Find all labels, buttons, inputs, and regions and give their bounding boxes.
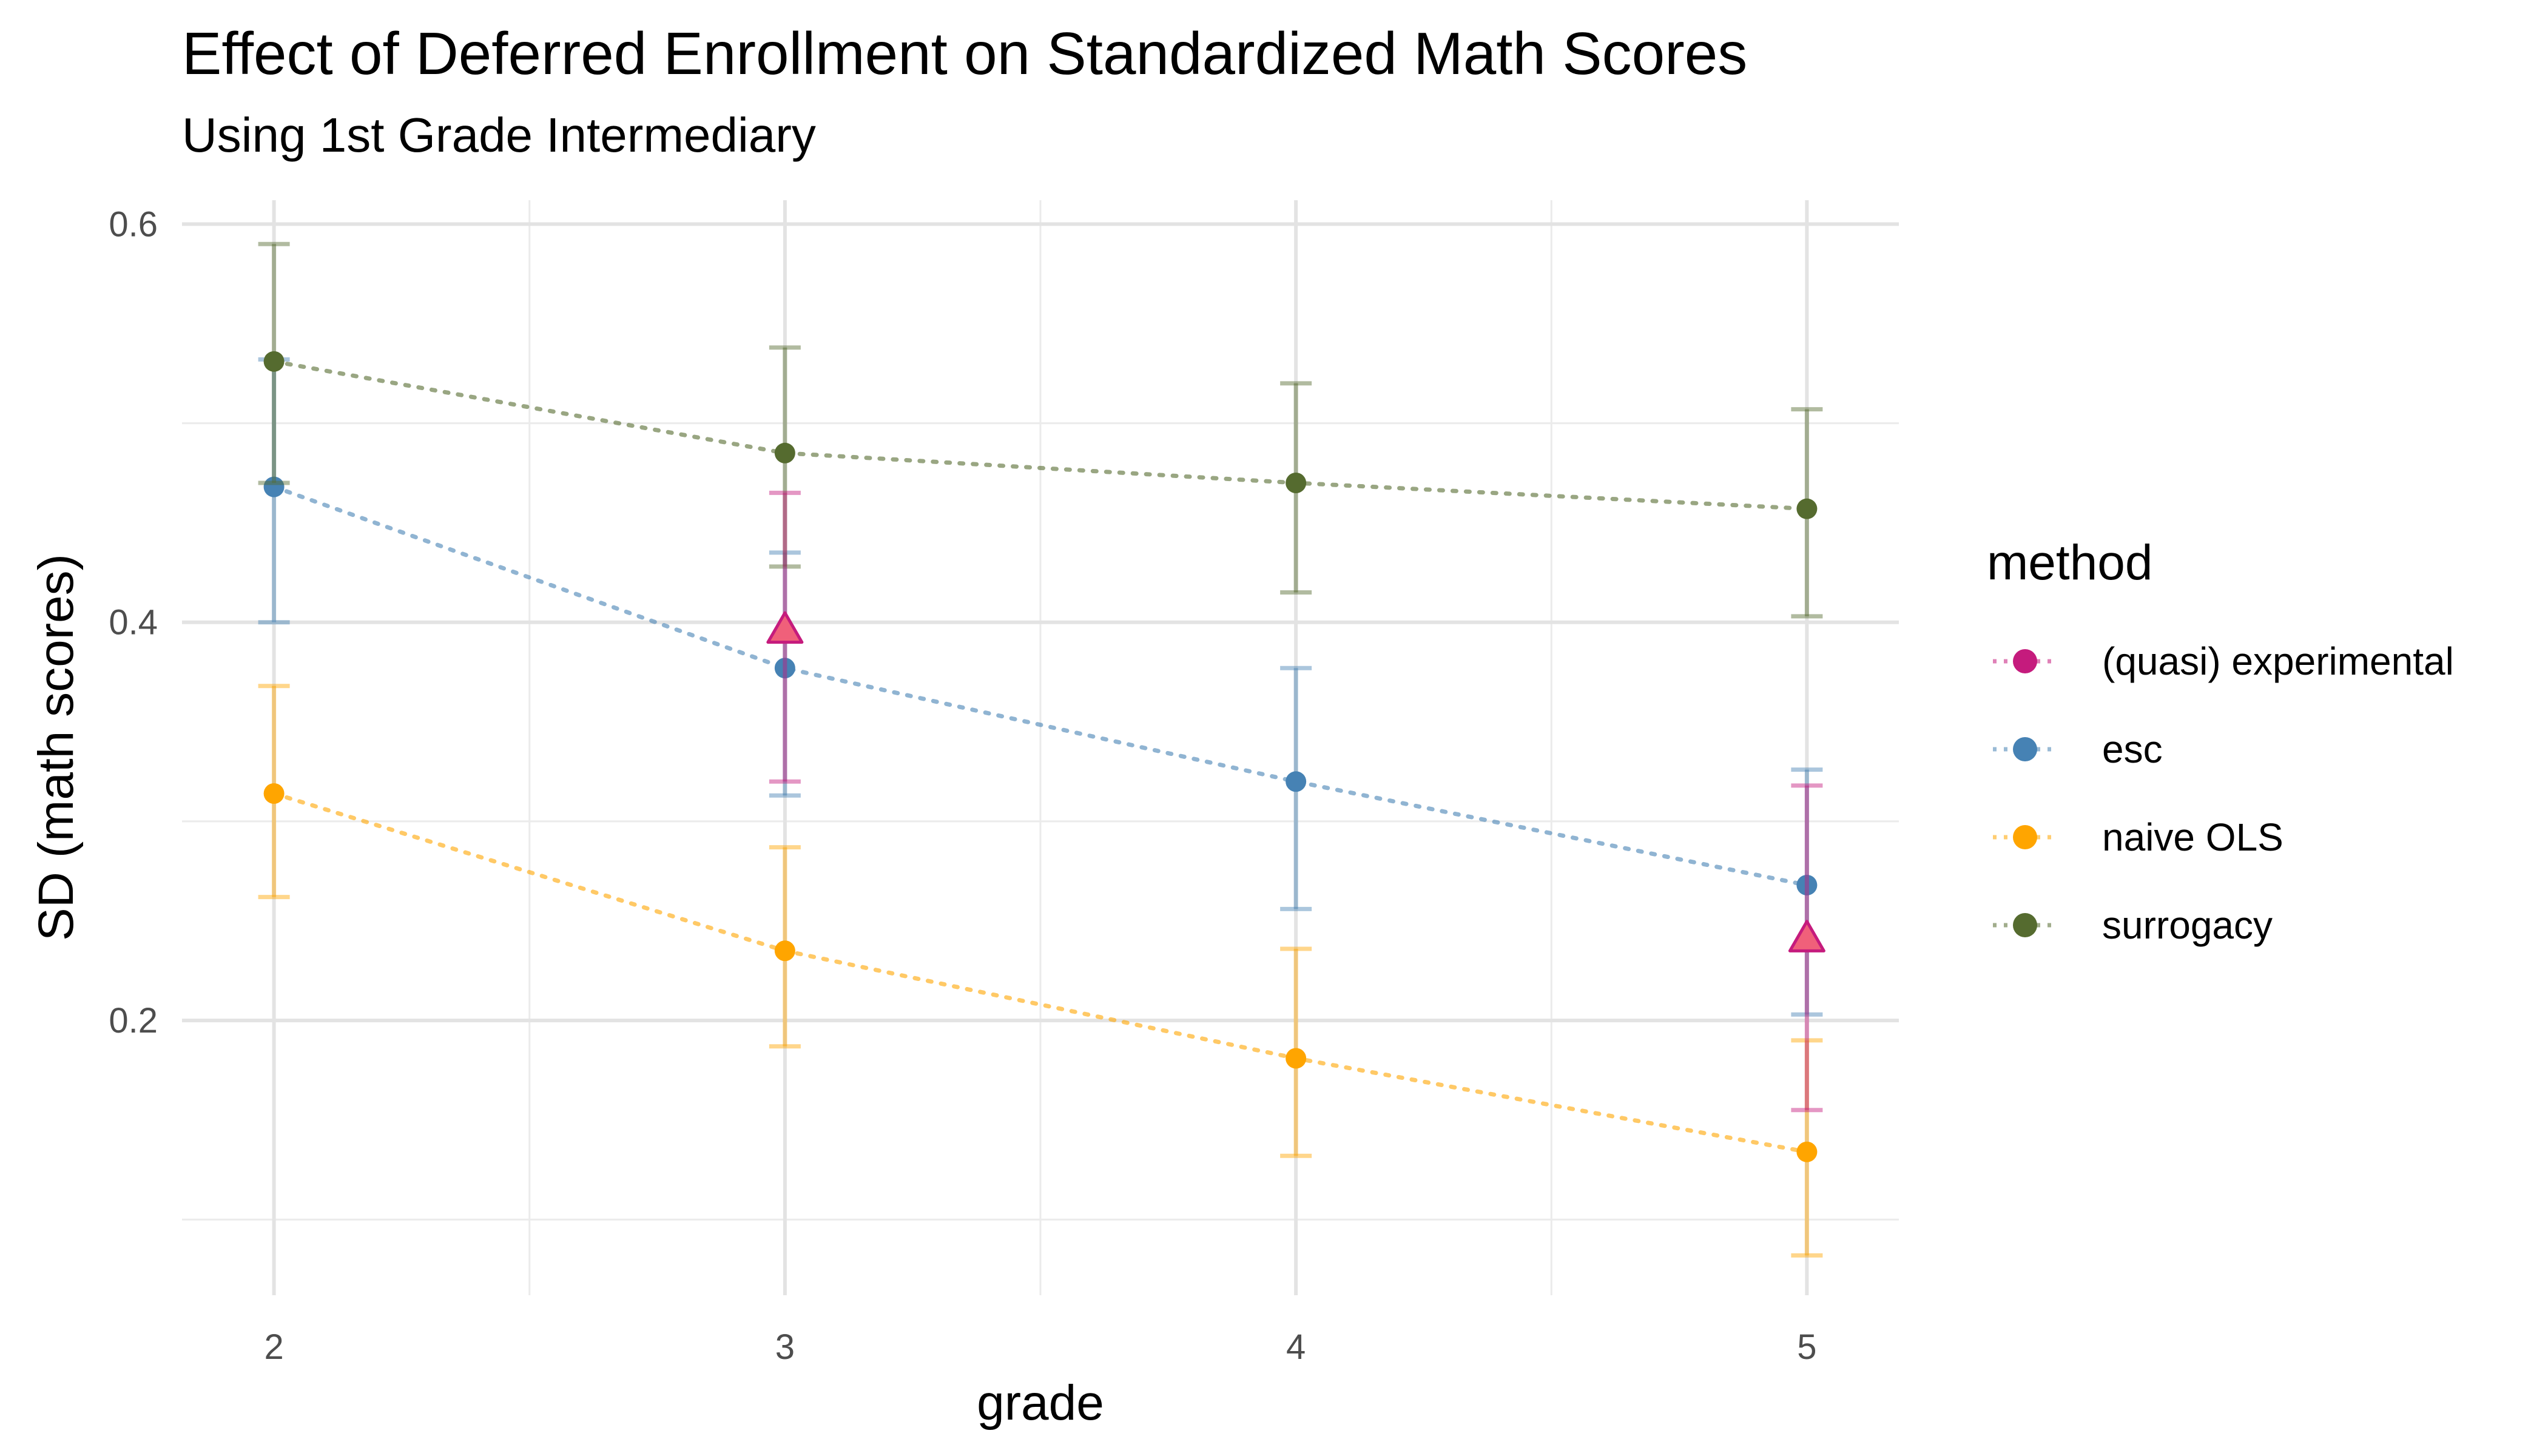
series-surrogacy bbox=[258, 241, 1823, 619]
series-quasi-experimental bbox=[766, 490, 1825, 1113]
series-line bbox=[272, 791, 1809, 1154]
axis-ticks: 2 3 4 5 0.2 0.4 0.6 bbox=[109, 204, 1816, 1367]
legend-key-marker bbox=[2013, 649, 2037, 673]
x-tick-label: 3 bbox=[775, 1327, 795, 1367]
legend-items: (quasi) experimental esc naive OLS surrogac… bbox=[1993, 639, 2454, 947]
legend: method (quasi) experimental esc naive OLS s… bbox=[1987, 535, 2454, 947]
x-axis-title: grade bbox=[977, 1375, 1104, 1431]
plot-panel bbox=[182, 200, 1899, 1295]
y-axis-title: SD (math scores) bbox=[29, 554, 84, 941]
legend-title: method bbox=[1987, 535, 2153, 590]
data-point bbox=[263, 476, 285, 497]
data-point bbox=[774, 442, 795, 463]
legend-label: esc bbox=[2102, 727, 2163, 771]
legend-item-naive-ols: naive OLS bbox=[1993, 815, 2283, 859]
data-point bbox=[1796, 1141, 1818, 1162]
x-tick-label: 4 bbox=[1286, 1327, 1306, 1367]
legend-item-esc: esc bbox=[1993, 727, 2163, 771]
series-esc bbox=[258, 357, 1823, 1017]
y-tick-label: 0.2 bbox=[109, 1001, 158, 1040]
data-point bbox=[1788, 920, 1825, 952]
series-line bbox=[272, 359, 1809, 511]
y-tick-label: 0.4 bbox=[109, 603, 158, 642]
series-naive-ols bbox=[258, 684, 1823, 1258]
data-point bbox=[1286, 1048, 1307, 1069]
data-point bbox=[774, 940, 795, 962]
legend-label: naive OLS bbox=[2102, 815, 2283, 859]
legend-key-marker bbox=[2013, 737, 2037, 761]
legend-label: (quasi) experimental bbox=[2102, 639, 2454, 683]
series-line bbox=[272, 485, 1809, 888]
legend-item-surrogacy: surrogacy bbox=[1993, 903, 2273, 947]
grid-lines bbox=[182, 200, 1899, 1295]
y-tick-label: 0.6 bbox=[109, 204, 158, 244]
data-point bbox=[766, 611, 804, 644]
data-point bbox=[263, 783, 285, 804]
chart-subtitle: Using 1st Grade Intermediary bbox=[182, 108, 816, 162]
data-point bbox=[774, 658, 795, 679]
legend-key-marker bbox=[2013, 913, 2037, 937]
legend-item-quasi-experimental: (quasi) experimental bbox=[1993, 639, 2454, 683]
legend-label: surrogacy bbox=[2102, 903, 2273, 947]
x-tick-label: 2 bbox=[264, 1327, 283, 1367]
data-point bbox=[1796, 498, 1818, 519]
data-point bbox=[1286, 473, 1307, 494]
series-layer bbox=[258, 241, 1825, 1258]
legend-key-marker bbox=[2013, 825, 2037, 849]
data-point bbox=[1796, 874, 1818, 895]
x-tick-label: 5 bbox=[1797, 1327, 1816, 1367]
chart-title: Effect of Deferred Enrollment on Standar… bbox=[182, 20, 1747, 87]
data-point bbox=[1286, 771, 1307, 792]
data-point bbox=[263, 351, 285, 372]
